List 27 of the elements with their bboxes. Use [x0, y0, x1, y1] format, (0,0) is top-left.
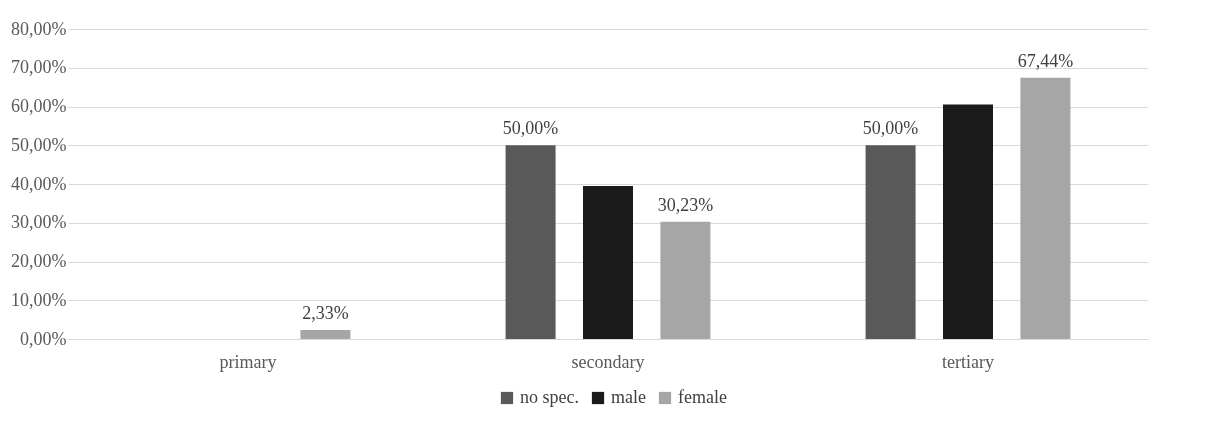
data-label: 30,23%	[657, 194, 714, 215]
y-tick-label: 40,00%	[11, 173, 67, 194]
y-tick-label: 0,00%	[20, 328, 67, 349]
bar	[583, 185, 633, 339]
y-tick-label: 80,00%	[11, 18, 67, 39]
y-tick-label: 20,00%	[11, 251, 67, 271]
bar	[865, 145, 916, 339]
y-tick-label: 50,00%	[11, 134, 67, 155]
bar	[1020, 77, 1071, 339]
y-tick-label: 30,00%	[11, 212, 67, 233]
legend-label: no spec.	[520, 387, 579, 407]
bar	[660, 221, 711, 339]
data-label: 2,33%	[302, 302, 349, 323]
bar	[943, 104, 993, 339]
x-tick-label: secondary	[571, 351, 645, 372]
data-label: 50,00%	[502, 118, 559, 139]
data-label: 50,00%	[862, 118, 919, 139]
y-tick-label: 10,00%	[11, 289, 67, 310]
legend-label: male	[611, 387, 646, 407]
legend-label: female	[678, 387, 727, 407]
data-label: 67,44%	[1017, 50, 1074, 71]
x-tick-label: primary	[219, 351, 277, 372]
y-tick-label: 70,00%	[11, 57, 67, 78]
bar	[300, 329, 351, 339]
x-tick-label: tertiary	[942, 351, 994, 372]
y-tick-label: 60,00%	[11, 96, 67, 116]
bar	[505, 145, 556, 339]
